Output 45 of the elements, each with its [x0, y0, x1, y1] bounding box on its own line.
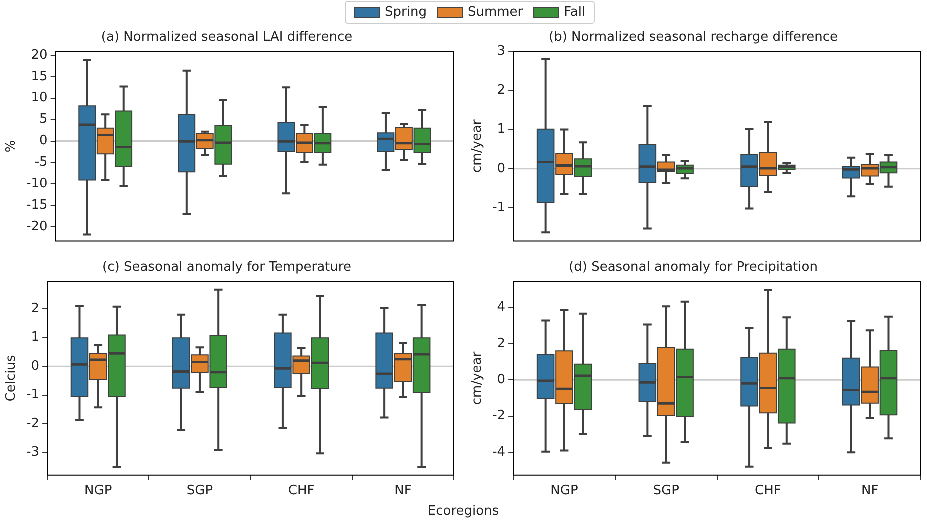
- chart-title: (d) Seasonal anomaly for Precipitation: [569, 260, 818, 276]
- legend-label: Spring: [385, 5, 427, 20]
- y-tick-label: 3: [497, 44, 506, 59]
- y-tick-label: -1: [492, 200, 506, 216]
- y-tick-label: 1: [497, 122, 506, 138]
- x-tick-label: CHF: [755, 484, 782, 499]
- y-tick-label: 0: [497, 161, 506, 176]
- y-axis-title: %: [4, 140, 20, 153]
- x-tick-label: SGP: [186, 484, 214, 499]
- legend-label: Fall: [564, 5, 586, 20]
- y-tick-label: 0: [40, 134, 48, 149]
- y-tick-label: 2: [497, 83, 506, 98]
- chart-title: (a) Normalized seasonal LAI difference: [101, 30, 353, 46]
- y-tick-label: 0: [497, 372, 506, 388]
- chart-title: (c) Seasonal anomaly for Temperature: [102, 260, 352, 276]
- y-axis-title: Celcius: [4, 355, 20, 402]
- y-tick-label: 4: [497, 300, 506, 316]
- x-tick-label: SGP: [653, 484, 680, 499]
- y-tick-label: -15: [26, 198, 48, 213]
- y-tick-label: -20: [26, 219, 48, 234]
- y-tick-label: -2: [26, 416, 40, 432]
- y-tick-label: 20: [31, 48, 48, 63]
- y-tick-label: 5: [40, 112, 48, 128]
- chart-title: (b) Normalized seasonal recharge difference: [549, 30, 838, 46]
- y-tick-label: -10: [26, 176, 48, 192]
- y-axis-title: cm/year: [470, 119, 486, 173]
- x-tick-label: NGP: [550, 484, 578, 499]
- y-tick-label: 10: [31, 90, 48, 106]
- y-tick-label: -3: [26, 445, 40, 460]
- x-tick-label: NGP: [84, 484, 112, 499]
- x-tick-label: NF: [861, 484, 879, 499]
- x-axis-title: Ecoregions: [426, 504, 500, 519]
- legend-label: Summer: [468, 5, 524, 20]
- y-tick-label: 2: [31, 302, 40, 317]
- y-tick-label: 1: [31, 330, 40, 346]
- y-tick-label: -1: [26, 388, 40, 403]
- x-tick-label: NF: [394, 484, 412, 499]
- y-tick-label: -4: [492, 444, 506, 460]
- y-tick-label: 15: [31, 69, 48, 84]
- y-tick-label: 0: [31, 358, 40, 374]
- x-tick-label: CHF: [288, 484, 315, 499]
- y-tick-label: 2: [497, 336, 506, 352]
- y-tick-label: -2: [492, 408, 506, 424]
- y-tick-label: -5: [34, 155, 48, 170]
- y-axis-title: cm/year: [470, 351, 486, 406]
